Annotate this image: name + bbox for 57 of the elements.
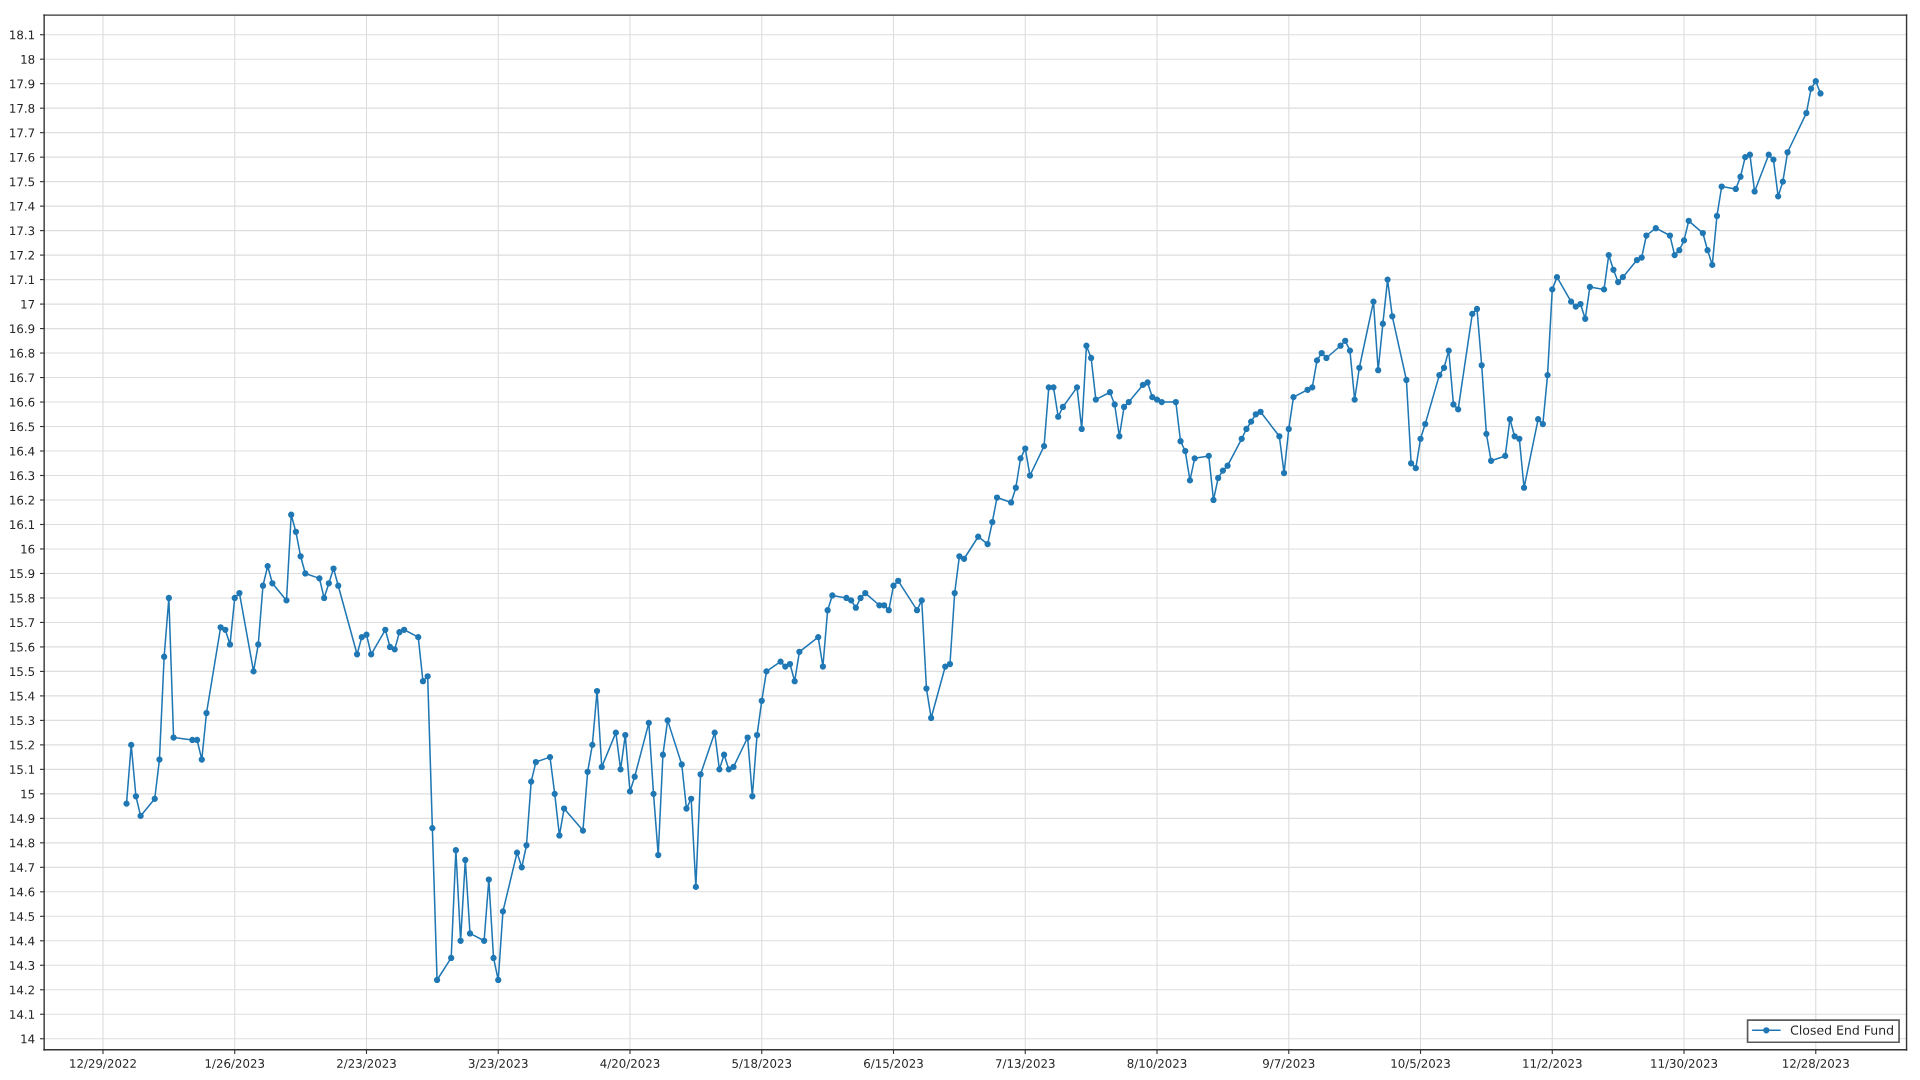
y-tick-label: 18.1 <box>10 30 35 40</box>
y-tick-label: 14.2 <box>10 985 34 995</box>
x-tick-label: 4/20/2023 <box>600 1059 660 1069</box>
y-tick-label: 14 <box>21 1034 35 1044</box>
y-tick-label: 14.3 <box>10 961 35 970</box>
legend-label: Closed End Fund <box>1790 1025 1893 1035</box>
y-tick-label: 18 <box>21 54 35 64</box>
y-tick-label: 14.9 <box>10 814 35 823</box>
y-tick-label: 17.7 <box>10 128 35 138</box>
y-tick-label: 17.2 <box>10 250 34 260</box>
y-tick-label: 14.6 <box>10 887 35 897</box>
y-tick-label: 15.5 <box>10 667 35 677</box>
y-tick-label: 16.4 <box>10 446 35 456</box>
y-tick-label: 15.1 <box>10 765 35 775</box>
y-tick-label: 16.7 <box>10 373 35 383</box>
y-tick-label: 17 <box>21 299 35 309</box>
y-tick-label: 17.1 <box>10 275 35 285</box>
x-tick-label: 6/15/2023 <box>864 1059 923 1069</box>
y-tick-label: 14.8 <box>10 838 35 848</box>
y-tick-label: 17.5 <box>10 177 35 187</box>
y-tick-label: 15.3 <box>10 716 35 726</box>
x-tick-label: 1/26/2023 <box>205 1059 265 1069</box>
y-tick-label: 17.6 <box>10 152 35 162</box>
y-tick-label: 14.5 <box>10 912 35 921</box>
y-tick-label: 15 <box>21 789 35 799</box>
y-tick-label: 16.8 <box>10 348 35 358</box>
y-tick-label: 15.6 <box>10 642 35 652</box>
y-tick-label: 14.1 <box>10 1010 35 1019</box>
y-tick-label: 17.3 <box>10 226 35 236</box>
x-tick-label: 8/10/2023 <box>1127 1059 1187 1069</box>
y-tick-label: 17.9 <box>10 79 35 89</box>
y-tick-label: 15.7 <box>10 618 35 628</box>
y-tick-label: 15.2 <box>10 740 34 750</box>
y-tick-label: 17.8 <box>10 103 35 113</box>
x-tick-label: 11/30/2023 <box>1651 1059 1718 1069</box>
y-tick-label: 15.4 <box>10 691 35 701</box>
x-tick-label: 9/7/2023 <box>1263 1059 1315 1069</box>
x-tick-label: 12/28/2023 <box>1783 1059 1849 1069</box>
y-tick-label: 16.5 <box>10 422 35 432</box>
y-tick-label: 16.2 <box>10 495 34 505</box>
x-tick-label: 3/23/2023 <box>468 1059 528 1069</box>
y-tick-label: 14.4 <box>10 936 35 946</box>
y-tick-label: 15.8 <box>10 593 35 603</box>
x-tick-label: 5/18/2023 <box>732 1059 792 1069</box>
y-tick-label: 16 <box>21 544 35 554</box>
y-tick-label: 17.4 <box>10 202 35 211</box>
y-tick-label: 16.9 <box>10 324 35 334</box>
x-tick-label: 12/29/2022 <box>70 1059 136 1069</box>
x-tick-label: 2/23/2023 <box>337 1059 396 1069</box>
y-tick-label: 15.9 <box>10 569 35 579</box>
y-tick-label: 16.3 <box>10 471 35 481</box>
y-tick-label: 16.6 <box>10 397 35 407</box>
y-tick-label: 14.7 <box>10 863 35 872</box>
x-tick-label: 11/2/2023 <box>1523 1059 1582 1069</box>
x-tick-label: 7/13/2023 <box>995 1059 1055 1069</box>
x-tick-label: 10/5/2023 <box>1391 1059 1450 1069</box>
y-tick-label: 16.1 <box>10 520 35 530</box>
